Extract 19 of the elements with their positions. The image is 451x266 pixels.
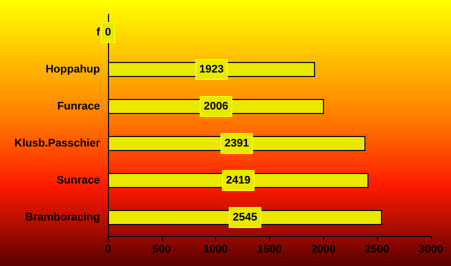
x-tick-label: 1000 (203, 244, 228, 256)
data-label: 2006 (204, 100, 228, 112)
x-tick-label: 1500 (257, 244, 282, 256)
x-tick-label: 3000 (418, 244, 444, 256)
data-label: 1923 (199, 64, 224, 76)
x-tick-label: 500 (152, 244, 172, 256)
data-label: 2391 (224, 138, 249, 150)
y-tick-label: Sunrace (56, 174, 100, 186)
y-tick-label: Bramboracing (25, 212, 100, 224)
y-tick-label: Funrace (57, 100, 100, 112)
data-label: 2545 (232, 212, 258, 224)
data-label: 0 (104, 26, 112, 38)
y-tick-label: Klusb.Passchier (14, 138, 101, 150)
x-tick-label: 2500 (364, 244, 390, 256)
x-tick-label: 2000 (311, 244, 336, 256)
y-tick-label: f (96, 26, 100, 38)
y-tick-label: Hoppahup (46, 64, 100, 76)
x-tick-label: 0 (104, 244, 112, 256)
data-label: 2419 (226, 174, 250, 186)
